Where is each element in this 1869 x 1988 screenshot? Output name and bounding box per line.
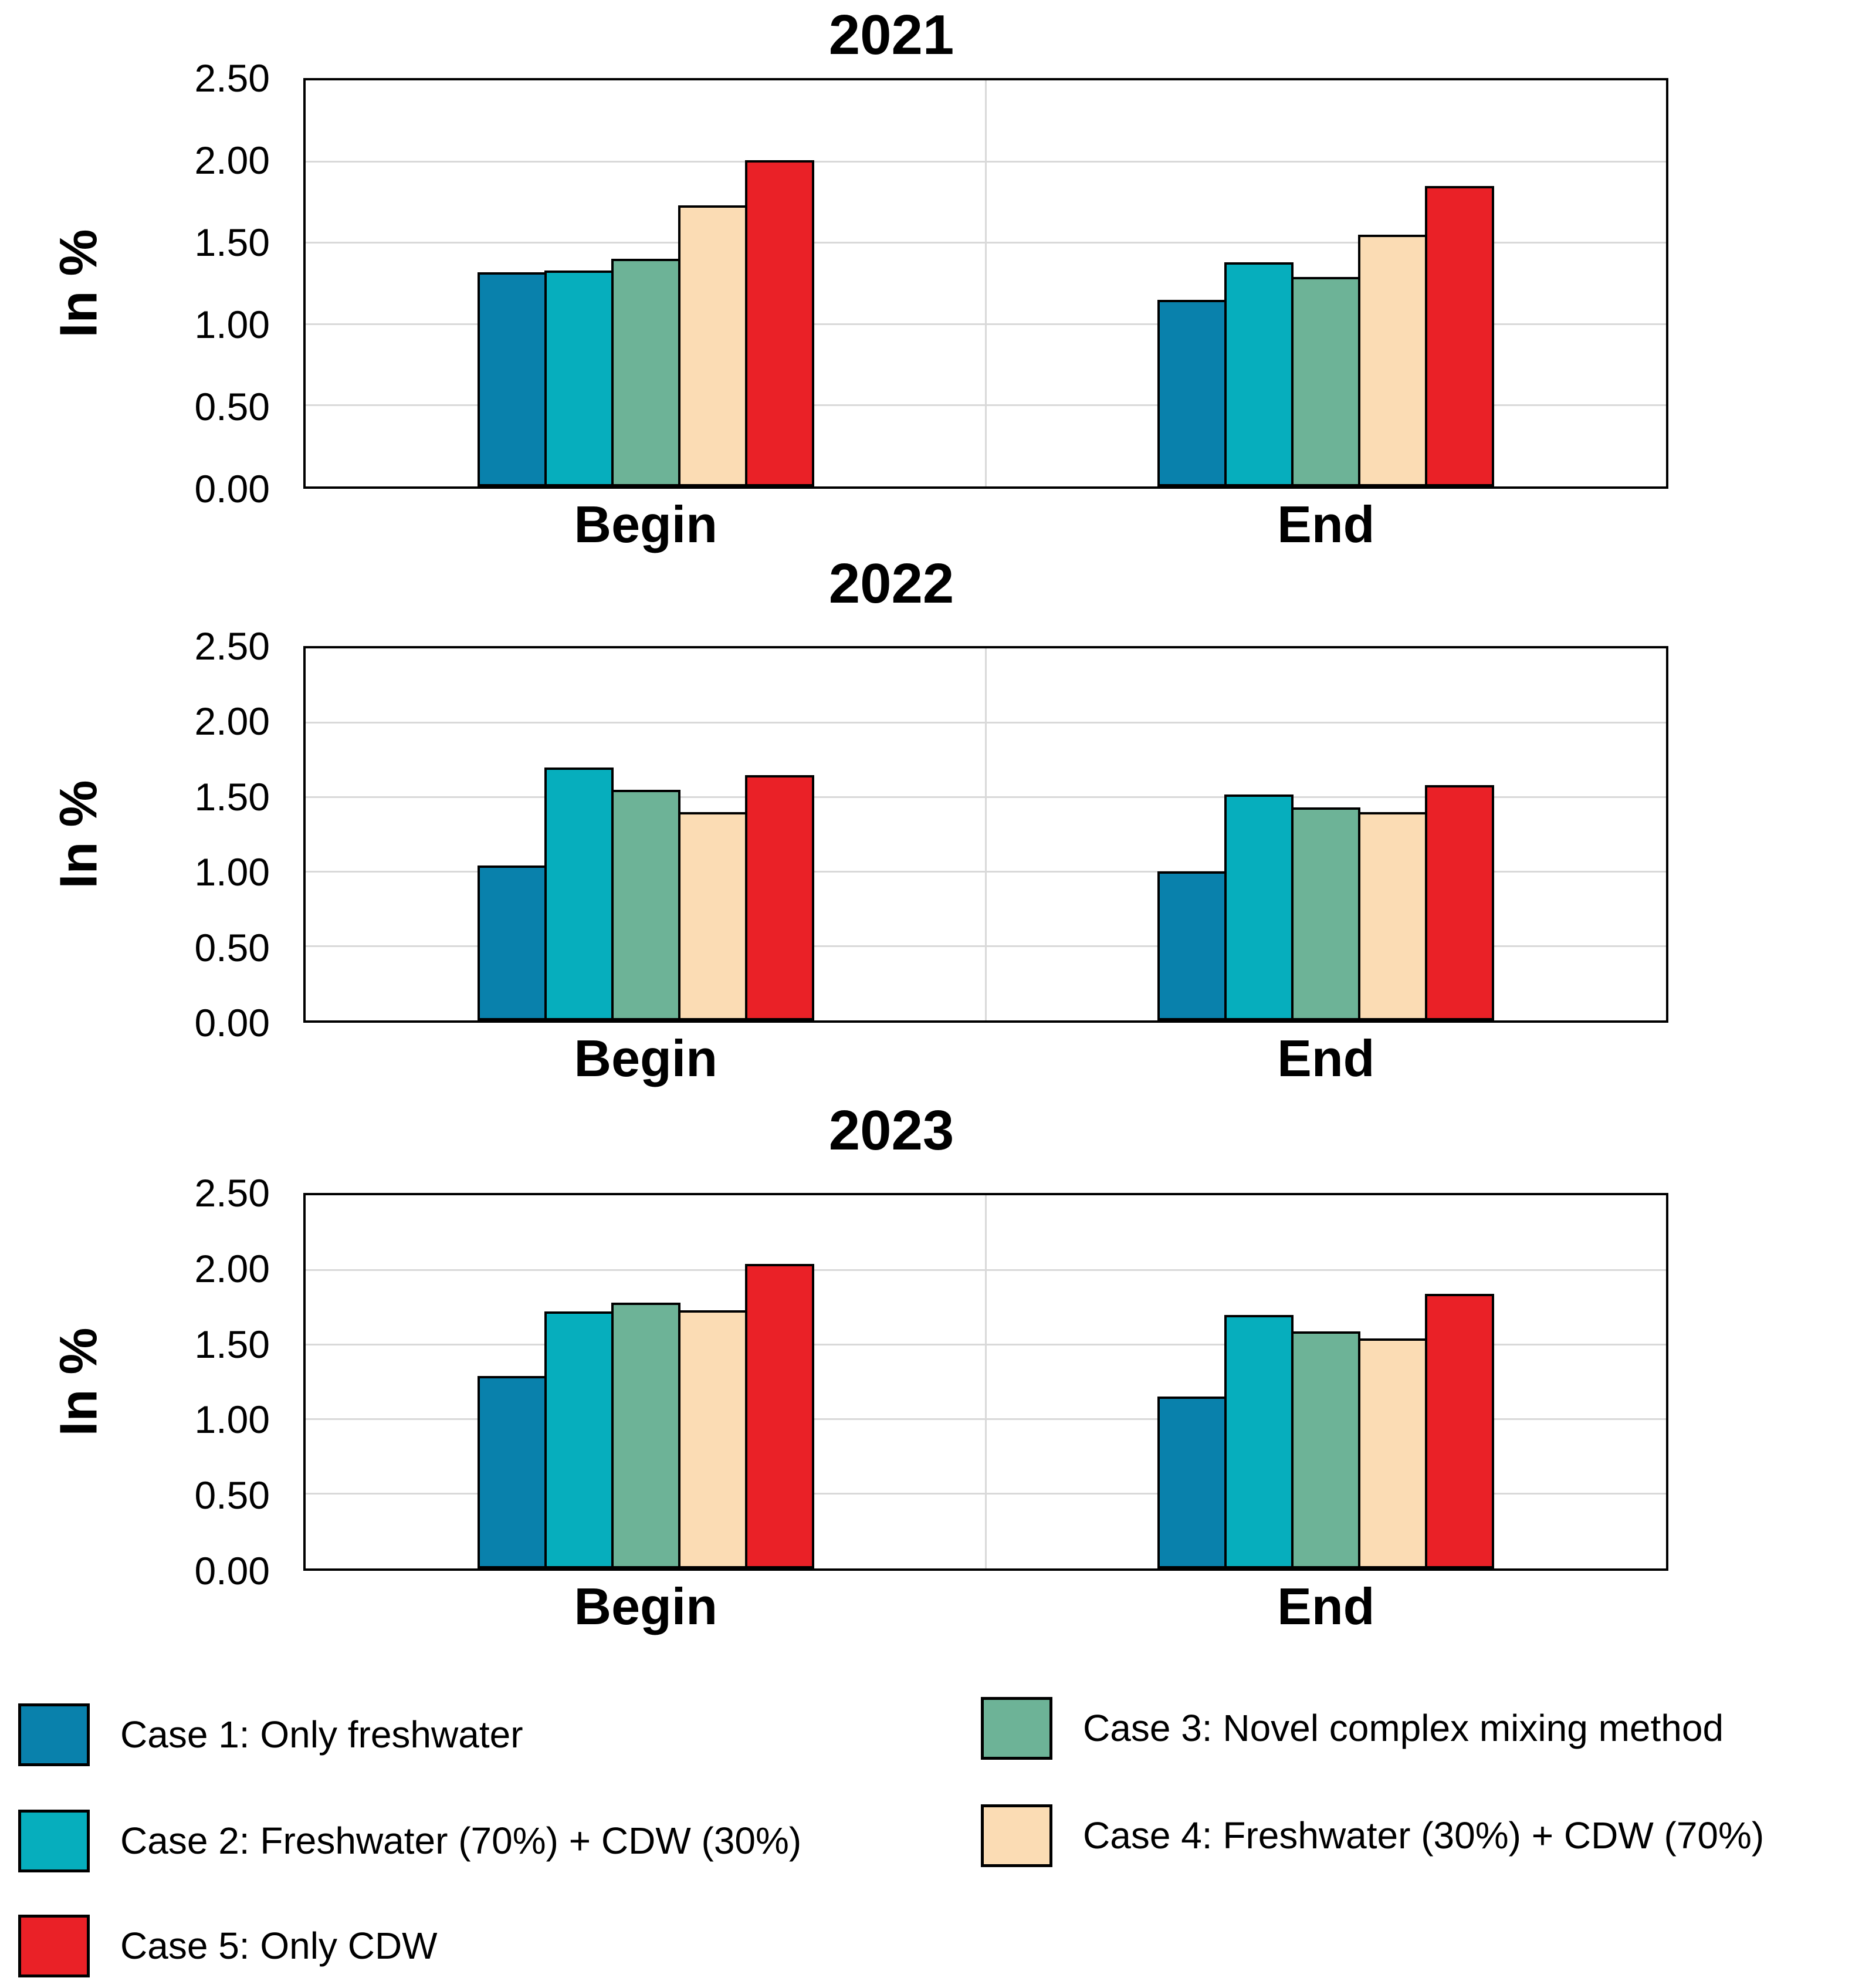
x-category-label-end: End: [1277, 1029, 1375, 1087]
plot-area: [303, 646, 1668, 1023]
legend-swatch-case1: [18, 1703, 90, 1766]
y-tick-label: 2.50: [194, 56, 270, 100]
legend-item-case3: Case 3: Novel complex mixing method: [981, 1697, 1724, 1760]
bar-2023-begin-case5: [744, 1264, 814, 1568]
bar-2023-begin-case4: [678, 1310, 747, 1568]
y-axis-title: In %: [49, 1327, 109, 1436]
bar-2023-end-case2: [1224, 1315, 1294, 1568]
y-tick-label: 0.50: [194, 925, 270, 969]
y-tick-label: 1.00: [194, 850, 270, 894]
legend-label-case5: Case 5: Only CDW: [120, 1925, 438, 1967]
legend-swatch-case4: [981, 1804, 1052, 1867]
y-tick-label: 0.00: [194, 1549, 270, 1593]
legend-item-case2: Case 2: Freshwater (70%) + CDW (30%): [18, 1810, 801, 1872]
bar-2021-begin-case4: [678, 205, 747, 486]
legend-item-case4: Case 4: Freshwater (30%) + CDW (70%): [981, 1804, 1764, 1867]
bar-2021-end-case1: [1157, 300, 1227, 486]
bar-2022-end-case4: [1358, 812, 1428, 1020]
y-tick-label: 0.00: [194, 467, 270, 510]
x-category-label-begin: Begin: [574, 1577, 717, 1635]
legend-label-case2: Case 2: Freshwater (70%) + CDW (30%): [120, 1820, 802, 1862]
bar-2022-begin-case5: [744, 775, 814, 1020]
bar-2022-begin-case2: [544, 768, 614, 1020]
bar-2023-end-case4: [1358, 1338, 1428, 1568]
x-category-label-end: End: [1277, 495, 1375, 553]
category-divider-line: [985, 648, 987, 1020]
y-tick-label: 2.50: [194, 1171, 270, 1215]
y-tick-label: 1.50: [194, 221, 270, 264]
legend-label-case4: Case 4: Freshwater (30%) + CDW (70%): [1083, 1814, 1765, 1857]
x-category-label-end: End: [1277, 1577, 1375, 1635]
bar-2023-end-case3: [1291, 1331, 1361, 1568]
legend-label-case1: Case 1: Only freshwater: [120, 1713, 523, 1756]
y-tick-label: 2.50: [194, 624, 270, 668]
y-tick-label: 1.00: [194, 303, 270, 346]
legend-swatch-case2: [18, 1810, 90, 1872]
bar-2022-begin-case1: [477, 865, 547, 1020]
y-tick-label: 0.50: [194, 385, 270, 428]
y-tick-label: 0.50: [194, 1473, 270, 1517]
y-tick-label: 1.50: [194, 775, 270, 819]
bar-2021-begin-case1: [477, 272, 547, 486]
bar-2021-begin-case3: [611, 259, 680, 486]
bar-2022-end-case1: [1157, 871, 1227, 1020]
x-category-label-begin: Begin: [574, 1029, 717, 1087]
chart-title-2022: 2022: [828, 552, 954, 615]
y-tick-label: 2.00: [194, 1246, 270, 1290]
bar-2021-begin-case5: [744, 160, 814, 486]
bar-2023-begin-case1: [477, 1376, 547, 1568]
bar-2022-end-case5: [1425, 785, 1495, 1020]
chart-title-2023: 2023: [828, 1099, 954, 1162]
bar-2022-end-case3: [1291, 807, 1361, 1020]
bar-2023-end-case1: [1157, 1397, 1227, 1568]
bar-2021-end-case2: [1224, 262, 1294, 486]
y-axis-title: In %: [49, 229, 109, 338]
bar-2021-begin-case2: [544, 271, 614, 486]
bar-2021-end-case5: [1425, 186, 1495, 486]
y-tick-label: 1.50: [194, 1322, 270, 1366]
bar-2022-begin-case3: [611, 790, 680, 1020]
bar-2021-end-case4: [1358, 235, 1428, 486]
chart-title-2021: 2021: [828, 4, 954, 66]
y-tick-label: 0.00: [194, 1001, 270, 1044]
legend-swatch-case3: [981, 1697, 1052, 1760]
plot-area: [303, 78, 1668, 489]
bar-2021-end-case3: [1291, 277, 1361, 486]
category-divider-line: [985, 80, 987, 486]
y-tick-label: 2.00: [194, 138, 270, 182]
legend-swatch-case5: [18, 1915, 90, 1977]
bar-2022-end-case2: [1224, 794, 1294, 1020]
category-divider-line: [985, 1195, 987, 1568]
x-category-label-begin: Begin: [574, 495, 717, 553]
y-tick-label: 2.00: [194, 699, 270, 743]
y-tick-label: 1.00: [194, 1398, 270, 1442]
bar-2023-begin-case2: [544, 1311, 614, 1568]
legend-item-case1: Case 1: Only freshwater: [18, 1703, 523, 1766]
bar-2023-begin-case3: [611, 1303, 680, 1568]
legend-item-case5: Case 5: Only CDW: [18, 1915, 438, 1977]
plot-area: [303, 1193, 1668, 1571]
legend-label-case3: Case 3: Novel complex mixing method: [1083, 1707, 1724, 1750]
bar-2022-begin-case4: [678, 812, 747, 1020]
y-axis-title: In %: [49, 780, 109, 889]
bar-2023-end-case5: [1425, 1294, 1495, 1568]
